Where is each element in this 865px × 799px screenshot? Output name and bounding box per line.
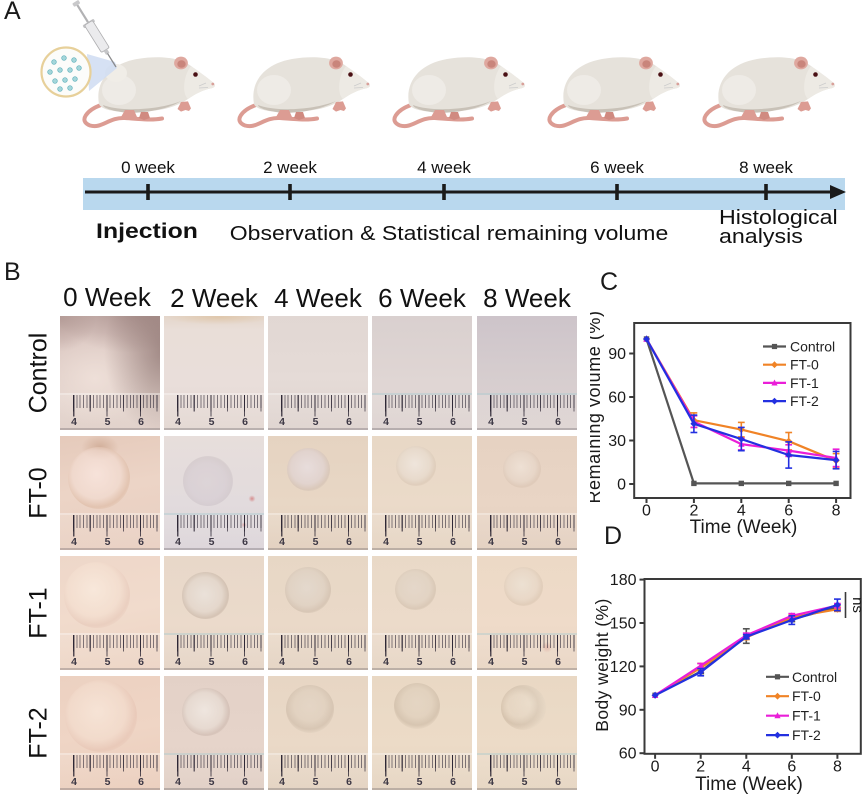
svg-text:0: 0 [617, 477, 626, 494]
svg-text:FT-2: FT-2 [792, 727, 821, 743]
svg-text:Time (Week): Time (Week) [690, 517, 798, 538]
svg-text:0: 0 [651, 758, 660, 775]
svg-text:6: 6 [787, 758, 796, 775]
svg-text:60: 60 [608, 390, 626, 407]
svg-text:FT-1: FT-1 [790, 375, 819, 391]
svg-text:150: 150 [610, 616, 637, 633]
svg-text:FT-0: FT-0 [792, 688, 821, 704]
svg-text:2: 2 [696, 758, 705, 775]
svg-text:FT-1: FT-1 [792, 708, 821, 724]
svg-text:8: 8 [833, 758, 842, 775]
svg-text:Control: Control [790, 339, 835, 355]
svg-text:120: 120 [610, 659, 637, 676]
svg-text:ns: ns [849, 597, 865, 613]
svg-text:Remaining volume (%): Remaining volume (%) [590, 310, 604, 503]
svg-text:4: 4 [737, 503, 746, 520]
svg-text:180: 180 [610, 572, 637, 589]
svg-text:FT-2: FT-2 [790, 393, 819, 409]
svg-text:0: 0 [642, 503, 651, 520]
svg-text:Control: Control [792, 669, 837, 685]
svg-text:Time (Week): Time (Week) [695, 774, 803, 795]
svg-text:60: 60 [619, 746, 637, 763]
svg-text:90: 90 [619, 702, 637, 719]
svg-text:6: 6 [784, 503, 793, 520]
svg-text:Body weight (%): Body weight (%) [592, 598, 612, 731]
svg-text:30: 30 [608, 433, 626, 450]
svg-text:8: 8 [832, 503, 841, 520]
svg-text:2: 2 [689, 503, 698, 520]
svg-text:90: 90 [608, 346, 626, 363]
svg-text:FT-0: FT-0 [790, 357, 819, 373]
svg-text:4: 4 [742, 758, 751, 775]
